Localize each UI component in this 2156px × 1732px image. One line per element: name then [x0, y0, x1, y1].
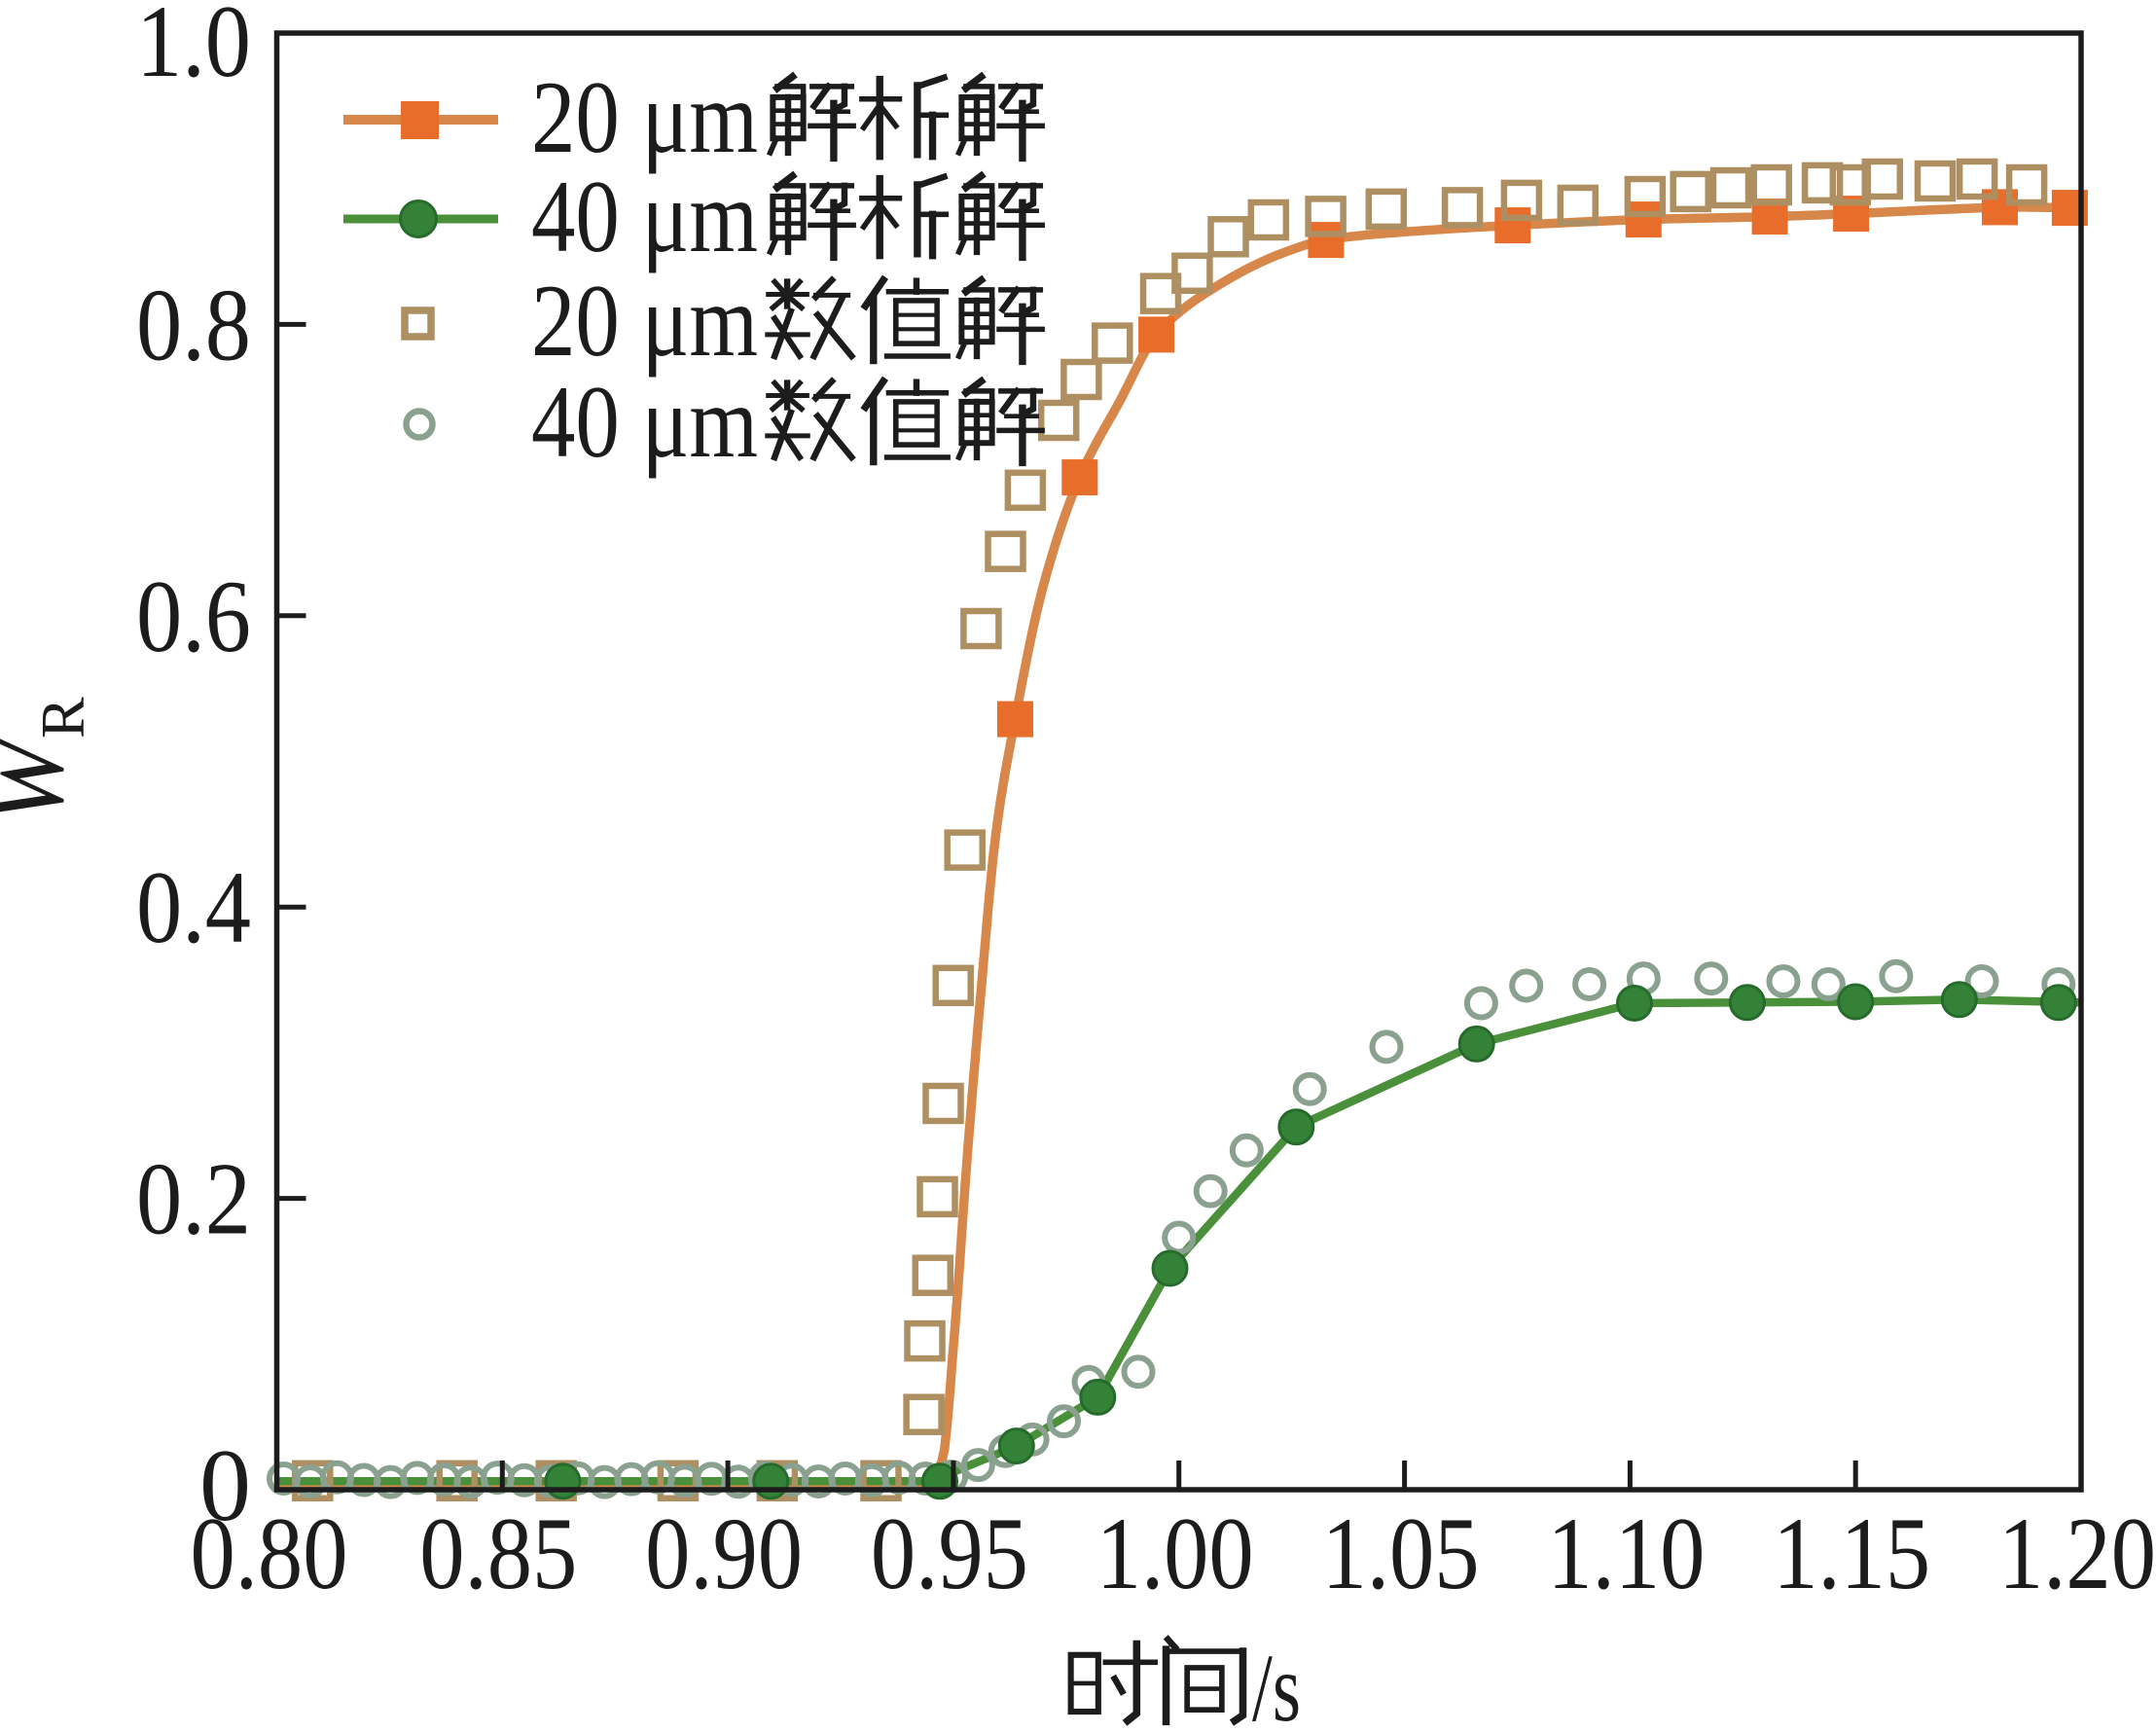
svg-text:40 μm: 40 μm	[531, 365, 758, 479]
svg-text:20 μm: 20 μm	[531, 60, 758, 174]
svg-text:0.8: 0.8	[136, 268, 251, 381]
svg-text:1.05: 1.05	[1322, 1497, 1480, 1610]
svg-text:R: R	[28, 697, 97, 739]
svg-text:0: 0	[199, 1428, 251, 1542]
svg-text:W: W	[0, 732, 85, 824]
svg-text:0.95: 0.95	[871, 1497, 1028, 1610]
svg-text:1.0: 1.0	[136, 0, 251, 98]
svg-text:0.80: 0.80	[191, 1497, 348, 1610]
svg-text:1.20: 1.20	[1998, 1497, 2156, 1610]
svg-text:1.00: 1.00	[1096, 1497, 1254, 1610]
svg-text:0.4: 0.4	[136, 850, 251, 964]
svg-text:40 μm: 40 μm	[531, 160, 758, 273]
svg-text:0.6: 0.6	[136, 559, 251, 673]
svg-text:0.2: 0.2	[136, 1142, 251, 1256]
svg-text:1.10: 1.10	[1547, 1497, 1705, 1610]
svg-text:/s: /s	[1252, 1634, 1301, 1727]
svg-text:1.15: 1.15	[1773, 1497, 1930, 1610]
svg-text:20 μm: 20 μm	[531, 264, 758, 378]
svg-text:0.90: 0.90	[645, 1497, 803, 1610]
svg-text:0.85: 0.85	[419, 1497, 577, 1610]
